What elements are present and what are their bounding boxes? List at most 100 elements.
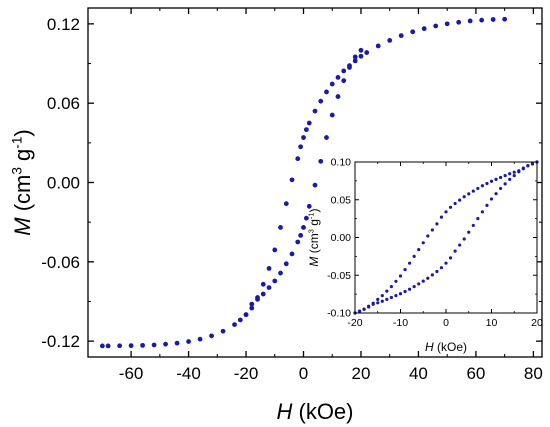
main-plot: -60 -40 -20 0 20 40 60 80 -0.12 -0.06 0.00 0.06 0.12… (10, 7, 543, 424)
main-y-tick-label: 0.00 (47, 173, 80, 192)
inset-data-point (394, 294, 398, 298)
main-data-point (312, 108, 318, 114)
main-data-point (278, 225, 283, 230)
inset-y-tick-label: 0.05 (331, 194, 352, 206)
main-data-point (209, 333, 214, 339)
inset-data-point (453, 201, 457, 206)
inset-data-point (385, 297, 389, 302)
main-y-axis-title: M (cm3 g-1) (10, 129, 35, 235)
main-x-tick-label: 60 (466, 364, 485, 383)
main-data-point (105, 343, 111, 349)
inset-data-point (476, 186, 480, 191)
inset-y-tick-label: -0.10 (327, 308, 351, 320)
main-x-tick-label: 20 (352, 364, 371, 383)
inset-data-point (530, 162, 535, 166)
main-y-axis-symbol: M (10, 217, 35, 236)
inset-data-point (426, 276, 430, 280)
main-data-point (128, 343, 134, 349)
main-data-point (358, 47, 364, 53)
main-data-point (255, 296, 260, 302)
inset-data-point (435, 269, 439, 274)
inset-y-axis-symbol: M (307, 257, 321, 267)
inset-x-tick-label: -10 (393, 317, 408, 329)
main-data-points (99, 16, 508, 349)
main-data-point (502, 16, 508, 22)
inset-data-point (430, 273, 434, 277)
inset-data-point (412, 284, 416, 289)
inset-x-tick-label: 20 (531, 317, 543, 329)
main-x-tick-label: -60 (119, 364, 144, 383)
main-y-tick-label: -0.12 (41, 332, 80, 351)
inset-data-point (389, 295, 393, 300)
main-y-tick-label: 0.12 (47, 15, 80, 34)
inset-data-point (458, 198, 462, 202)
inset-data-point (458, 243, 462, 247)
main-data-point (243, 312, 249, 318)
main-data-point (398, 33, 404, 39)
main-y-axis: -0.12 -0.06 0.00 0.06 0.12 (41, 15, 542, 351)
inset-y-tick-label: 0.10 (331, 157, 352, 169)
inset-data-point (380, 299, 384, 303)
main-data-point (301, 225, 306, 230)
inset-data-point (412, 254, 416, 258)
inset-data-point (467, 192, 471, 196)
main-data-point (324, 135, 329, 140)
main-data-point (433, 23, 439, 29)
main-x-tick-label: -20 (234, 364, 259, 383)
main-data-point (289, 251, 295, 257)
inset-data-point (376, 301, 380, 305)
main-data-point (329, 81, 335, 87)
main-data-point (186, 339, 191, 344)
inset-data-point (517, 170, 521, 174)
main-data-point (329, 112, 335, 118)
main-data-point (283, 261, 289, 267)
inset-data-point (421, 279, 425, 283)
main-data-point (272, 278, 278, 284)
main-series-descending (99, 16, 508, 349)
inset-y-axis-sup-1: 3 (306, 229, 315, 233)
main-data-point (260, 291, 266, 297)
main-data-point (272, 247, 278, 253)
inset-data-point (503, 173, 507, 178)
inset-data-point (494, 192, 498, 196)
main-data-point (318, 158, 324, 164)
main-data-point (358, 53, 364, 59)
inset-data-point (462, 195, 466, 199)
inset-data-point (521, 167, 525, 171)
main-data-point (197, 336, 203, 342)
main-data-point (298, 232, 304, 238)
inset-data-points (353, 160, 539, 315)
inset-plot: -20 -10 0 10 20 -0.10 -0.05 0.00 0.05 0.10 H (kOe)… (306, 157, 543, 354)
inset-y-axis-unit-mid: g (307, 219, 321, 229)
inset-data-point (453, 249, 457, 253)
main-data-point (364, 50, 370, 55)
inset-data-point (439, 266, 444, 270)
inset-data-point (494, 177, 498, 181)
main-x-tick-label: 80 (524, 364, 543, 383)
inset-data-point (367, 305, 371, 309)
main-data-point (318, 98, 324, 104)
inset-y-axis-sup-2: -1 (306, 212, 315, 219)
inset-data-point (526, 164, 530, 168)
inset-data-point (398, 274, 403, 278)
main-data-point (249, 301, 255, 307)
main-x-axis: -60 -40 -20 0 20 40 60 80 (119, 8, 543, 383)
main-data-point (410, 29, 416, 35)
main-data-point (295, 239, 301, 245)
main-data-point (456, 19, 462, 25)
main-y-axis-unit-open: (cm (10, 175, 35, 218)
main-y-tick-label: -0.06 (41, 253, 80, 272)
main-data-point (99, 343, 105, 349)
inset-data-point (499, 186, 503, 191)
inset-x-axis-title: H (kOe) (425, 340, 467, 354)
inset-data-point (439, 215, 444, 219)
inset-y-axis-unit-open: (cm (307, 233, 321, 256)
main-data-point (163, 341, 168, 347)
inset-data-point (371, 302, 375, 306)
main-data-point (220, 328, 226, 334)
main-data-point (387, 37, 393, 43)
main-data-point (490, 17, 496, 22)
main-x-tick-label: 0 (299, 364, 308, 383)
inset-y-tick-label: -0.05 (327, 270, 351, 282)
